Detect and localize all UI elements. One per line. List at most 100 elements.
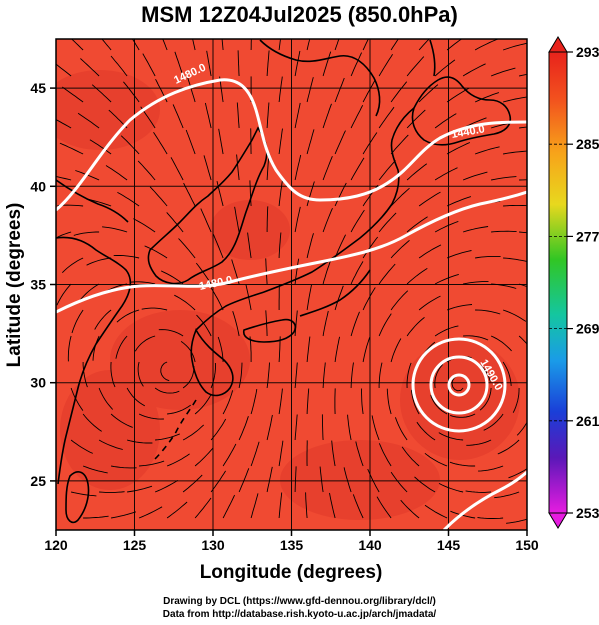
- streamline: [266, 362, 270, 389]
- streamline: [361, 388, 364, 415]
- streamline: [512, 387, 520, 413]
- streamline: [265, 258, 268, 285]
- streamline: [434, 113, 457, 129]
- streamline: [238, 416, 249, 441]
- streamline: [250, 389, 258, 415]
- y-tick-label: 25: [30, 473, 46, 489]
- streamline: [294, 310, 298, 337]
- streamline: [294, 466, 297, 493]
- streamline: [266, 154, 270, 181]
- streamline: [265, 310, 268, 337]
- streamline: [200, 208, 212, 233]
- streamline: [367, 468, 380, 493]
- streamline: [410, 389, 420, 415]
- streamline: [491, 283, 517, 289]
- streamline: [138, 506, 163, 519]
- y-tick-label: 35: [30, 277, 46, 293]
- streamline: [116, 309, 140, 323]
- streamline: [306, 284, 312, 311]
- streamline: [322, 156, 333, 181]
- streamline: [378, 313, 392, 337]
- streamline: [278, 388, 283, 415]
- streamline: [424, 452, 448, 467]
- streamline: [278, 336, 281, 363]
- streamline: [249, 336, 252, 362]
- streamline: [123, 81, 140, 103]
- streamline: [305, 492, 308, 519]
- streamline: [56, 63, 72, 77]
- streamline: [210, 470, 226, 493]
- streamline: [483, 413, 504, 431]
- streamline: [249, 180, 252, 207]
- streamline: [174, 294, 196, 311]
- colorbar-bottom-arrow: [548, 512, 568, 529]
- streamline: [531, 310, 551, 326]
- streamline: [463, 281, 489, 285]
- streamline: [502, 309, 527, 322]
- streamline: [77, 112, 100, 129]
- streamline: [334, 336, 341, 363]
- streamline: [117, 192, 140, 207]
- streamline: [434, 325, 459, 337]
- x-tick-label: 130: [201, 537, 225, 553]
- streamline: [362, 337, 371, 363]
- streamline: [531, 362, 537, 387]
- y-tick-label: 30: [30, 375, 46, 391]
- streamline: [113, 255, 140, 259]
- streamline: [218, 128, 224, 155]
- streamline: [250, 39, 252, 51]
- coastline: [56, 39, 512, 524]
- colorbar: 293 285 277 269 261 253: [548, 36, 599, 529]
- streamline: [237, 50, 240, 77]
- streamline: [494, 491, 520, 499]
- streamline: [250, 493, 259, 519]
- x-tick-label: 135: [280, 537, 304, 553]
- streamline: [110, 55, 128, 77]
- streamline: [406, 109, 426, 129]
- streamline: [247, 232, 252, 259]
- streamline: [210, 362, 216, 389]
- streamline: [350, 311, 360, 337]
- x-tick-label: 120: [44, 537, 68, 553]
- streamline: [166, 212, 184, 233]
- streamline: [82, 465, 108, 474]
- streamline: [414, 476, 436, 493]
- streamline: [386, 388, 392, 415]
- streamline: [110, 361, 116, 388]
- streamline: [105, 165, 128, 181]
- streamline: [503, 204, 527, 207]
- streamline: [434, 59, 456, 77]
- streamline: [378, 54, 393, 77]
- streamline: [166, 501, 188, 519]
- streamline: [91, 84, 112, 103]
- streamline: [321, 414, 324, 441]
- streamline: [306, 233, 314, 259]
- streamline: [70, 439, 93, 454]
- streamline: [434, 220, 459, 233]
- streamline: [172, 104, 184, 129]
- colorbar-tick-label: 261: [576, 413, 599, 429]
- streamline: [378, 263, 396, 285]
- streamline: [73, 231, 100, 236]
- streamline: [170, 157, 184, 181]
- streamline: [462, 63, 486, 77]
- streamline: [434, 273, 459, 285]
- streamline: [232, 311, 240, 337]
- streamline: [418, 39, 430, 51]
- streamline: [266, 414, 273, 441]
- streamline: [322, 103, 332, 129]
- streamline: [446, 88, 469, 103]
- streamline: [99, 491, 125, 493]
- streamline: [394, 417, 408, 441]
- streamline: [478, 465, 504, 472]
- colorbar-tick-label: 285: [576, 136, 599, 152]
- streamline: [490, 335, 512, 352]
- credit-data: Data from http://database.rish.kyoto-u.a…: [162, 609, 437, 620]
- streamline: [82, 362, 88, 388]
- streamline: [294, 362, 298, 389]
- streamline: [111, 511, 137, 519]
- streamline: [378, 160, 396, 181]
- streamline: [319, 466, 324, 493]
- streamline: [158, 329, 184, 337]
